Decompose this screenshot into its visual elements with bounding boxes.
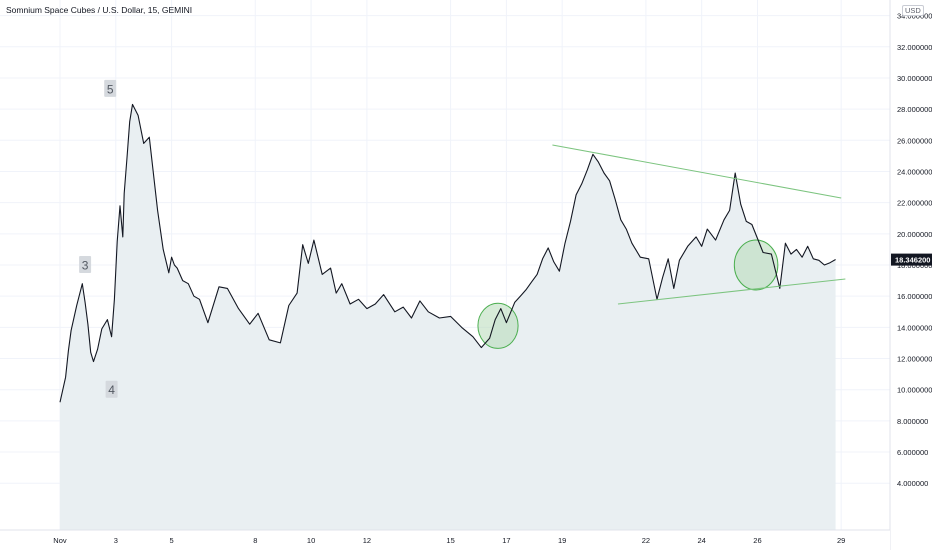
x-tick-label: 15 [446, 536, 454, 545]
x-tick-label: 22 [642, 536, 650, 545]
y-tick-label: 24.000000 [897, 167, 932, 176]
y-tick-label: 6.000000 [897, 448, 928, 457]
wave-label: 3 [82, 259, 89, 273]
y-tick-label: 32.000000 [897, 43, 932, 52]
y-tick-label: 30.000000 [897, 74, 932, 83]
price-line [59, 103, 836, 403]
x-tick-label: 10 [307, 536, 315, 545]
x-tick-label: 29 [837, 536, 845, 545]
symbol-title: Somnium Space Cubes / U.S. Dollar, 15, G… [6, 5, 193, 15]
highlight-circle [733, 239, 779, 291]
y-tick-label: 12.000000 [897, 355, 932, 364]
y-tick-label: 22.000000 [897, 199, 932, 208]
x-tick-label: 5 [169, 536, 173, 545]
wave-label-box [104, 79, 117, 97]
x-tick-label: 3 [114, 536, 118, 545]
x-tick-label: 26 [753, 536, 761, 545]
y-tick-label: 26.000000 [897, 136, 932, 145]
wave-label-box [79, 256, 92, 273]
x-tick-label: 19 [558, 536, 566, 545]
x-tick-label: 8 [253, 536, 257, 545]
price-axis-bg [890, 0, 932, 550]
x-tick-label: Nov [53, 536, 67, 545]
wave-label: 5 [107, 82, 114, 96]
trendline [552, 144, 842, 199]
wave-label: 4 [108, 383, 115, 397]
x-tick-label: 24 [698, 536, 706, 545]
y-tick-label: 10.000000 [897, 386, 932, 395]
wave-label-box [105, 380, 118, 398]
y-tick-label: 34.000000 [897, 12, 932, 21]
y-tick-label: 14.000000 [897, 323, 932, 332]
last-price-label: 18.346200 [895, 256, 930, 265]
trendline [617, 278, 846, 305]
x-tick-label: 17 [502, 536, 510, 545]
y-tick-label: 28.000000 [897, 105, 932, 114]
y-tick-label: 8.000000 [897, 417, 928, 426]
time-axis-bg [0, 530, 890, 550]
y-tick-label: 20.000000 [897, 230, 932, 239]
highlight-circle [477, 302, 519, 349]
y-tick-label: 4.000000 [897, 479, 928, 488]
x-tick-label: 12 [363, 536, 371, 545]
last-price-tag [891, 253, 932, 266]
y-tick-label: 16.000000 [897, 292, 932, 301]
currency-badge[interactable]: USD [902, 5, 924, 16]
